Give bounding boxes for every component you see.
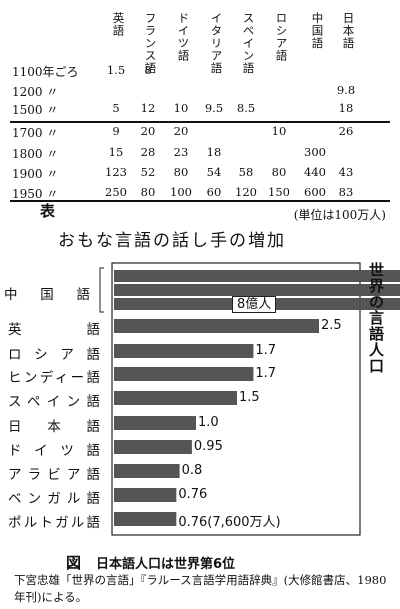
table-cell: 150 — [268, 185, 290, 199]
category-label: 日本語 — [8, 419, 100, 435]
table-cell: 83 — [338, 185, 354, 199]
table-cell: 28 — [140, 145, 156, 159]
bar — [114, 319, 319, 333]
table-row-year: 1950 〃 — [12, 187, 59, 201]
table-cell: 23 — [173, 145, 189, 159]
table-cell: 80 — [173, 165, 189, 179]
table-mark: 表 — [40, 202, 56, 220]
category-label: ポルトガル語 — [8, 515, 100, 531]
bar-value-label: 0.76 — [178, 487, 208, 502]
table-col-header: スペイン語 — [241, 12, 256, 75]
bar-value-label: 1.7 — [255, 343, 277, 358]
table-col-header: 中国語 — [310, 12, 325, 50]
category-label: アラビア語 — [8, 467, 100, 483]
table-row-year: 1900 〃 — [12, 167, 59, 181]
table-col-header: ロシア語 — [274, 12, 289, 62]
table-row-year: 1700 〃 — [12, 126, 59, 140]
table-cell: 26 — [338, 124, 354, 138]
table-cell: 8 — [144, 63, 152, 77]
table-cell: 52 — [140, 165, 156, 179]
table-cell: 80 — [140, 185, 156, 199]
category-label: 中国語 — [4, 287, 90, 303]
table-col-header: イタリア語 — [209, 12, 224, 75]
bar — [114, 416, 196, 430]
table-cell: 58 — [238, 165, 254, 179]
table-cell: 250 — [105, 185, 127, 199]
table-cell: 5 — [112, 101, 120, 115]
table-title: おもな言語の話し手の増加 — [58, 231, 286, 251]
figure-title: 日本語人口は世界第6位 — [96, 557, 236, 572]
table-cell: 20 — [140, 124, 156, 138]
category-label: ヒンディー語 — [8, 370, 100, 386]
bar-segment — [114, 270, 400, 282]
table-cell: 123 — [105, 165, 127, 179]
table-cell: 440 — [304, 165, 326, 179]
table-col-header: 英語 — [111, 12, 126, 37]
bar — [114, 440, 192, 454]
table-cell: 600 — [304, 185, 326, 199]
category-label: ロシア語 — [8, 347, 100, 363]
table-cell: 100 — [170, 185, 192, 199]
table-cell: 18 — [206, 145, 222, 159]
category-label: ベンガル語 — [8, 491, 100, 507]
bar-value-label: 8億人 — [232, 296, 277, 313]
table-cell: 120 — [235, 185, 257, 199]
bar-value-label: 0.8 — [181, 463, 203, 478]
category-label: 英語 — [8, 322, 100, 338]
bracket — [99, 267, 104, 313]
table-cell: 8.5 — [236, 101, 256, 115]
bar — [114, 344, 254, 358]
table-cell: 9 — [112, 124, 120, 138]
bar-value-label: 2.5 — [321, 318, 342, 333]
table-cell: 300 — [304, 145, 326, 159]
bar — [114, 488, 177, 502]
figure-mark: 図 — [66, 554, 82, 572]
table-row-year: 1500 〃 — [12, 103, 59, 117]
table-cell: 10 — [271, 124, 287, 138]
table-col-header: ドイツ語 — [176, 12, 191, 62]
source-note: 下宮忠雄「世界の言語」『ラルース言語学用語辞典』(大修館書店、1980年刊)によ… — [14, 573, 387, 604]
table-cell: 12 — [140, 101, 156, 115]
table-row-year: 1100年ごろ — [12, 65, 79, 79]
table-bottom-rule — [10, 200, 390, 202]
bar-value-label: 0.76(7,600万人) — [178, 515, 281, 530]
table-cell: 20 — [173, 124, 189, 138]
bar — [114, 512, 177, 526]
table-cell: 9.8 — [336, 83, 356, 97]
table-unit: (単位は100万人) — [293, 208, 386, 222]
table-cell: 43 — [338, 165, 354, 179]
bar-segment — [114, 284, 400, 296]
table-cell: 80 — [271, 165, 287, 179]
chart-frame — [111, 262, 361, 536]
table-cell: 60 — [206, 185, 222, 199]
table-cell: 9.5 — [204, 101, 224, 115]
table-cell: 18 — [338, 101, 354, 115]
bar-value-label: 1.7 — [255, 366, 277, 381]
bar-value-label: 1.5 — [239, 390, 260, 405]
table-cell: 1.5 — [106, 63, 126, 77]
table-cell: 15 — [108, 145, 124, 159]
category-label: ドイツ語 — [8, 443, 100, 459]
table-col-header: 日本語 — [341, 12, 356, 50]
bar — [114, 367, 254, 381]
chart-axis-label: 世界の言語人口 — [367, 262, 385, 374]
category-label: スペイン語 — [8, 394, 100, 410]
table-cell: 54 — [206, 165, 222, 179]
table-top-rule — [10, 121, 390, 123]
table-col-header: フランス語 — [143, 12, 158, 75]
bar — [114, 464, 180, 478]
bar — [114, 391, 237, 405]
table-cell: 10 — [173, 101, 189, 115]
bar-value-label: 0.95 — [193, 439, 223, 454]
table-row-year: 1200 〃 — [12, 85, 59, 99]
table-row-year: 1800 〃 — [12, 147, 59, 161]
bar-value-label: 1.0 — [198, 415, 219, 430]
